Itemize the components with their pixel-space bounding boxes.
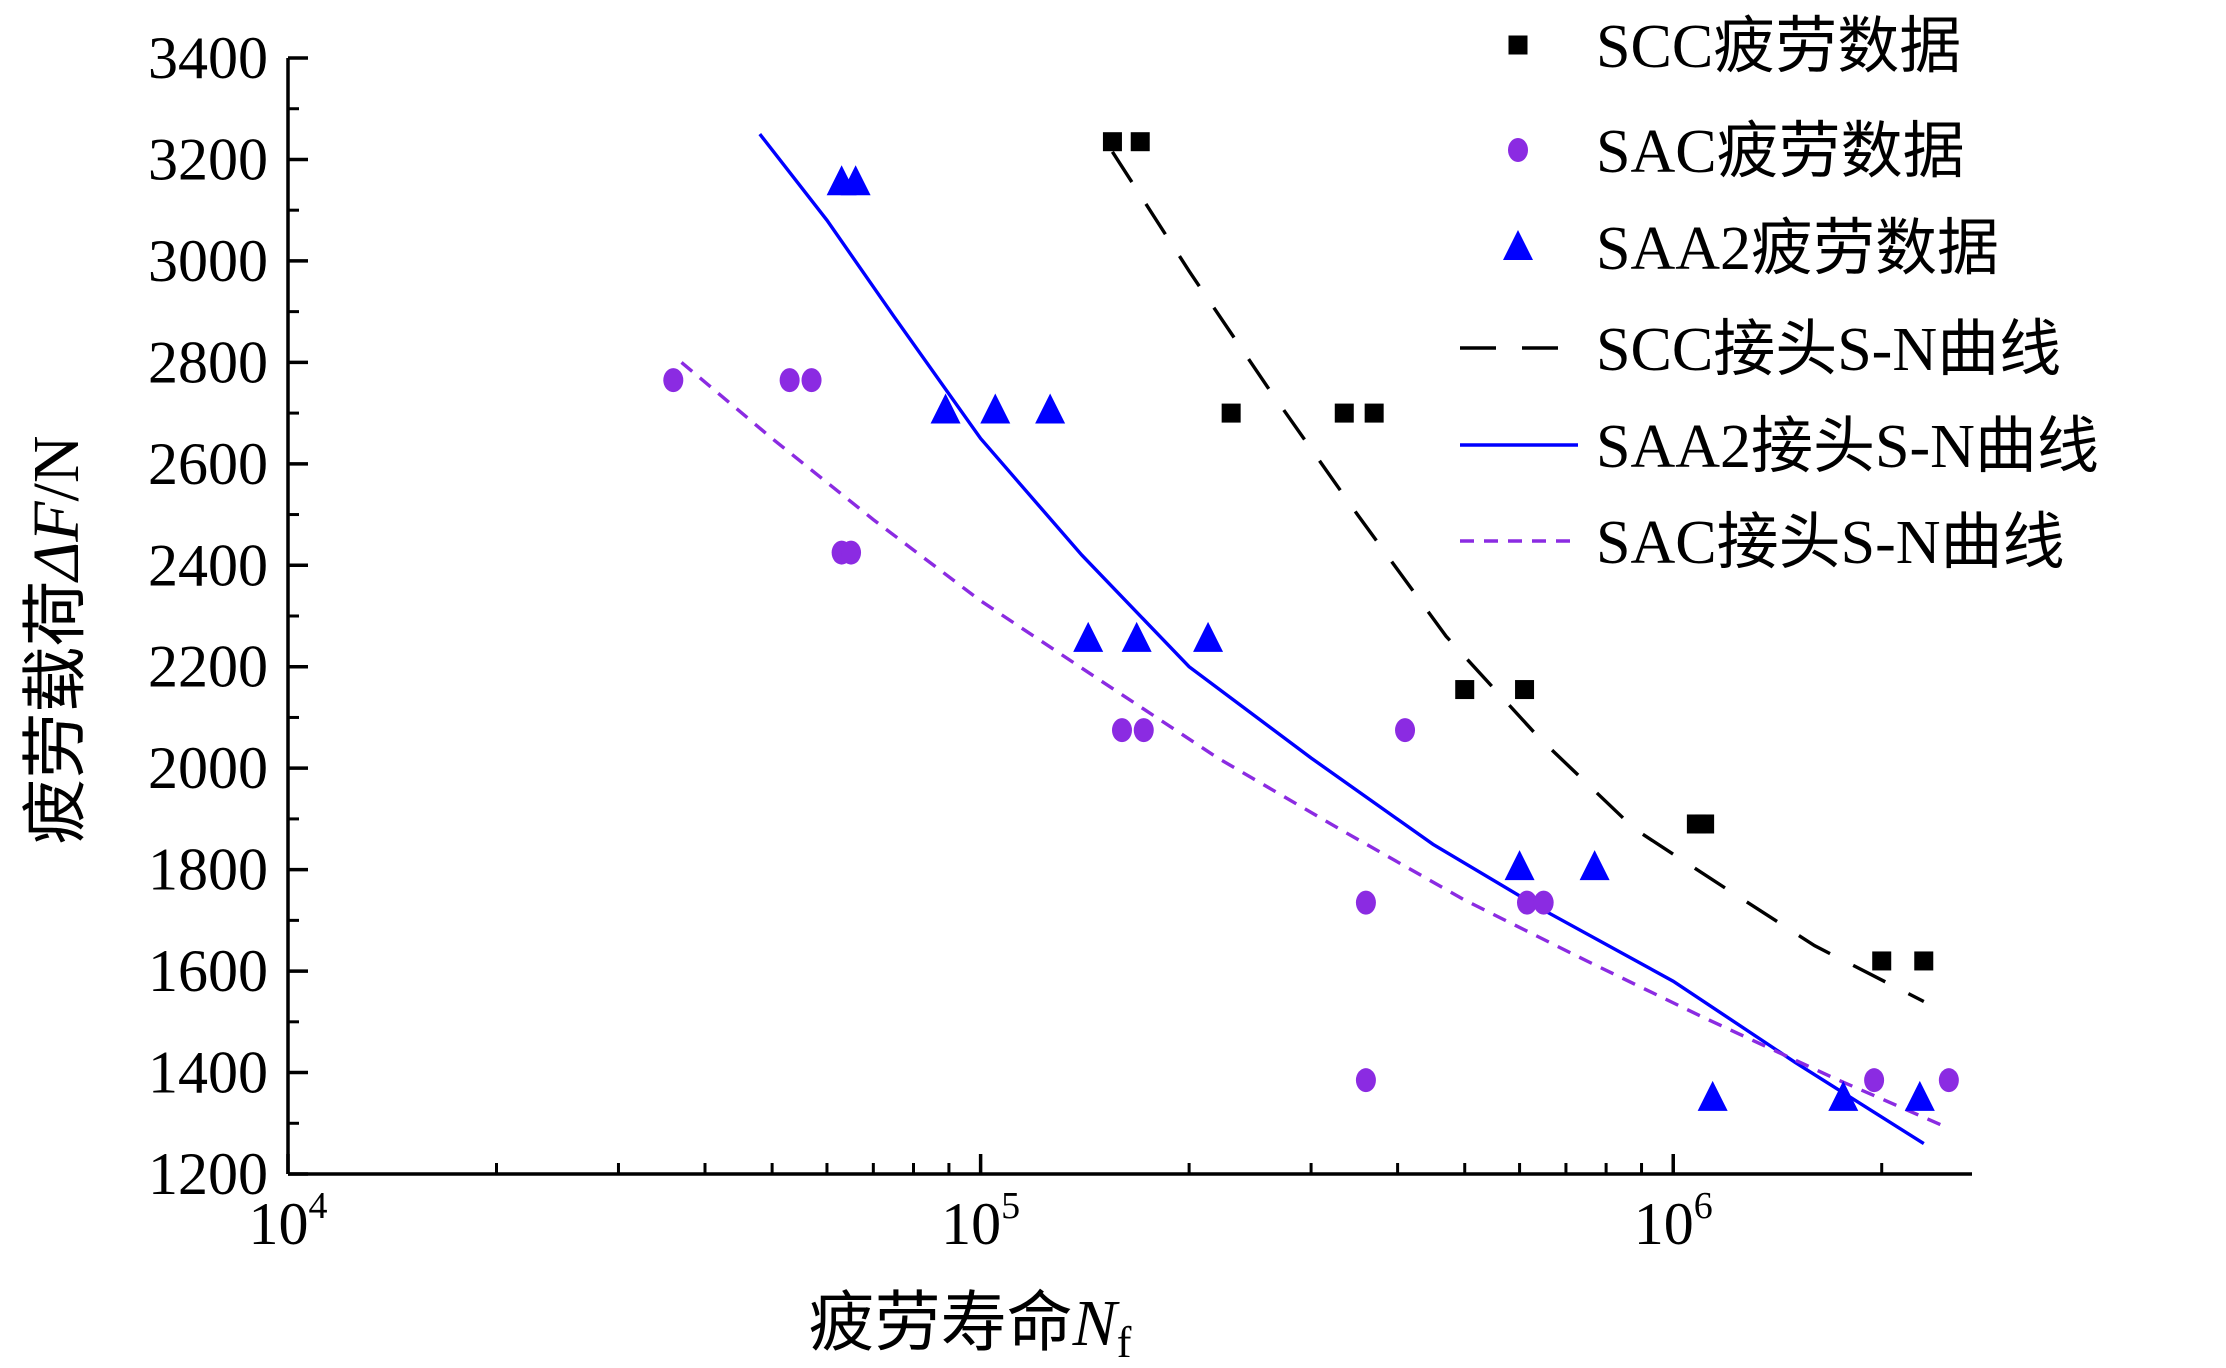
x-axis-title-var: N bbox=[1072, 1287, 1121, 1360]
data-point-circle-1 bbox=[779, 368, 800, 393]
data-point-circle-0 bbox=[663, 368, 684, 393]
data-point-triangle-6 bbox=[1121, 621, 1152, 652]
data-point-square-1 bbox=[1130, 132, 1150, 152]
data-point-square-10 bbox=[1914, 951, 1934, 971]
y-tick-label-5: 2200 bbox=[148, 634, 268, 700]
data-point-square-6 bbox=[1515, 680, 1535, 700]
data-point-circle-10 bbox=[1533, 890, 1554, 915]
legend-label-4: SAA2接头S-N曲线 bbox=[1596, 413, 2099, 481]
y-tick-label-3: 1800 bbox=[148, 837, 268, 903]
data-point-triangle-12 bbox=[1904, 1080, 1935, 1111]
data-point-square-8 bbox=[1695, 814, 1715, 834]
y-tick-label-4: 2000 bbox=[148, 735, 268, 801]
data-point-triangle-5 bbox=[1073, 621, 1104, 652]
legend: SCC疲劳数据 SAC疲劳数据 SAA2疲劳数据 SCC接头S-N曲线 SAA2接头S-… bbox=[1460, 13, 2099, 577]
ticks: 1200 1400 1600 1800 2000 2200 2400 2600 2800 3000… bbox=[148, 25, 1884, 1257]
legend-item-1: SAC疲劳数据 bbox=[1508, 118, 1965, 186]
x-tick-label-2: 106 bbox=[1634, 1185, 1713, 1257]
data-point-circle-4 bbox=[841, 540, 862, 565]
data-point-circle-6 bbox=[1133, 718, 1154, 743]
legend-symbol-square bbox=[1508, 35, 1528, 55]
x-tick-label-1: 105 bbox=[941, 1185, 1020, 1257]
data-point-circle-11 bbox=[1355, 1068, 1376, 1093]
legend-symbol-triangle bbox=[1503, 230, 1533, 260]
data-point-circle-9 bbox=[1517, 890, 1538, 915]
y-axis-title-var: ΔF bbox=[20, 501, 93, 584]
series-line-0 bbox=[1110, 150, 1925, 1004]
data-point-square-3 bbox=[1334, 403, 1354, 423]
y-axis-title-unit: /N bbox=[20, 435, 93, 501]
x-axis-title-main: 疲劳寿命 bbox=[809, 1287, 1073, 1360]
data-point-circle-12 bbox=[1864, 1068, 1885, 1093]
data-point-circle-7 bbox=[1355, 890, 1376, 915]
plot-marks bbox=[663, 132, 1959, 1146]
legend-item-3: SCC接头S-N曲线 bbox=[1460, 316, 2061, 384]
data-point-triangle-2 bbox=[930, 393, 961, 424]
data-point-square-4 bbox=[1364, 403, 1384, 423]
series-line-2 bbox=[680, 361, 1950, 1130]
data-point-circle-2 bbox=[801, 368, 822, 393]
y-axis-title-main: 疲劳载荷 bbox=[20, 581, 93, 845]
y-tick-label-10: 3200 bbox=[148, 126, 268, 192]
legend-label-1: SAC疲劳数据 bbox=[1596, 118, 1965, 186]
y-tick-label-6: 2400 bbox=[148, 532, 268, 598]
y-tick-label-8: 2800 bbox=[148, 329, 268, 395]
y-tick-label-2: 1600 bbox=[148, 938, 268, 1004]
data-point-triangle-4 bbox=[1035, 393, 1066, 424]
y-tick-label-11: 3400 bbox=[148, 25, 268, 91]
data-point-triangle-11 bbox=[1828, 1080, 1859, 1111]
y-tick-label-0: 1200 bbox=[148, 1141, 268, 1207]
data-point-circle-8 bbox=[1395, 718, 1416, 743]
x-axis-title-sub: f bbox=[1117, 1318, 1132, 1367]
data-point-square-0 bbox=[1102, 132, 1122, 152]
data-point-square-9 bbox=[1872, 951, 1892, 971]
data-point-circle-13 bbox=[1938, 1068, 1959, 1093]
data-point-triangle-7 bbox=[1193, 621, 1224, 652]
legend-label-0: SCC疲劳数据 bbox=[1596, 13, 1961, 81]
x-tick-label-0: 104 bbox=[249, 1185, 328, 1257]
legend-item-5: SAC接头S-N曲线 bbox=[1460, 509, 2065, 577]
legend-label-3: SCC接头S-N曲线 bbox=[1596, 316, 2061, 384]
y-tick-label-9: 3000 bbox=[148, 228, 268, 294]
legend-label-2: SAA2疲劳数据 bbox=[1596, 215, 1999, 283]
y-tick-label-1: 1400 bbox=[148, 1040, 268, 1106]
legend-item-4: SAA2接头S-N曲线 bbox=[1460, 413, 2099, 481]
legend-item-0: SCC疲劳数据 bbox=[1508, 13, 1961, 81]
data-point-square-5 bbox=[1455, 680, 1475, 700]
data-point-triangle-1 bbox=[840, 165, 871, 196]
data-point-square-2 bbox=[1221, 403, 1241, 423]
data-point-triangle-9 bbox=[1579, 850, 1610, 881]
data-point-triangle-10 bbox=[1697, 1080, 1728, 1111]
legend-item-2: SAA2疲劳数据 bbox=[1503, 215, 1999, 283]
data-point-circle-5 bbox=[1111, 718, 1132, 743]
data-point-triangle-8 bbox=[1504, 850, 1535, 881]
legend-symbol-circle bbox=[1508, 138, 1528, 162]
series-line-1 bbox=[758, 133, 1925, 1146]
y-tick-label-7: 2600 bbox=[148, 431, 268, 497]
x-axis-title: 疲劳寿命Nf bbox=[809, 1287, 1132, 1367]
y-axis-title: 疲劳载荷ΔF/N bbox=[20, 435, 93, 844]
legend-label-5: SAC接头S-N曲线 bbox=[1596, 509, 2065, 577]
data-point-triangle-3 bbox=[980, 393, 1011, 424]
